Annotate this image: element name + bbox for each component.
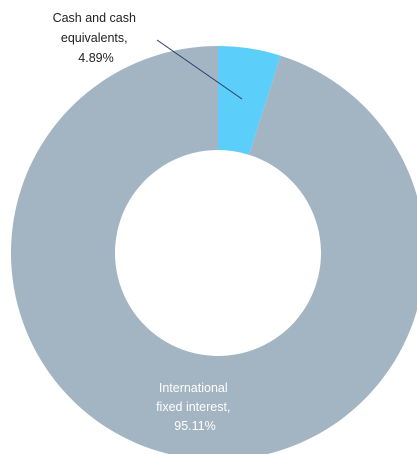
label-cash-value: 4.89% bbox=[78, 51, 113, 65]
label-cash-line-1: Cash and cash bbox=[53, 11, 136, 25]
slice-international-fixed-interest bbox=[11, 46, 417, 454]
label-international: International fixed interest, 95.11% bbox=[156, 381, 234, 433]
slices-group bbox=[11, 46, 417, 454]
label-international-value: 95.11% bbox=[174, 419, 215, 433]
label-international-line-1: International bbox=[159, 381, 228, 395]
leader-line bbox=[156, 39, 243, 100]
label-cash: Cash and cash equivalents, 4.89% bbox=[53, 11, 140, 65]
label-cash-line-2: equivalents, bbox=[61, 31, 128, 45]
slice-cash-and-cash-equivalents bbox=[218, 46, 281, 155]
label-international-line-2: fixed interest, bbox=[156, 400, 230, 414]
